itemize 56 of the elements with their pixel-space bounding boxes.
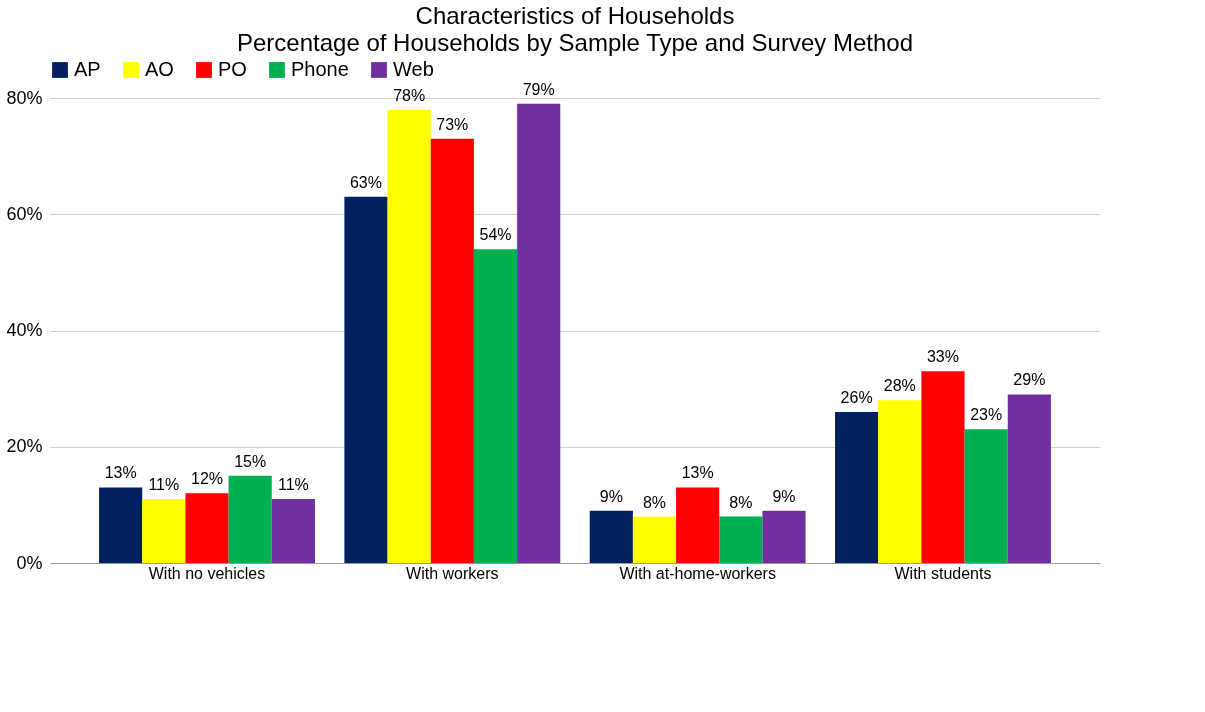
y-tick-label: 0% [16, 552, 43, 573]
chart-subtitle: Percentage of Households by Sample Type and Survey Method [237, 29, 913, 56]
bar [473, 249, 518, 563]
bar [99, 487, 143, 563]
legend-label: AP [74, 58, 101, 80]
chart-title: Characteristics of Households [415, 2, 735, 29]
text: 73% [436, 115, 469, 133]
bar [387, 109, 431, 563]
text: 9% [772, 487, 796, 505]
text: 12% [190, 470, 224, 488]
bar [835, 411, 879, 563]
y-tick-label: 80% [6, 87, 43, 108]
text: 9% [599, 487, 623, 505]
bar [344, 196, 388, 563]
y-tick-label: 60% [6, 203, 43, 224]
text: 11% [148, 476, 180, 494]
bar [271, 499, 315, 563]
bar [185, 493, 229, 563]
x-tick-label: With no vehicles [148, 564, 266, 582]
bar [676, 487, 720, 563]
bar [921, 371, 965, 563]
legend-label: Phone [291, 58, 349, 80]
text: 54% [479, 226, 512, 244]
bar [228, 475, 272, 563]
text: 23% [970, 406, 1003, 424]
text: 78% [393, 86, 426, 104]
text: 11% [277, 476, 309, 494]
bar [430, 138, 474, 563]
x-tick-label: With at-home-workers [619, 564, 776, 582]
text: 13% [681, 464, 714, 482]
x-tick-label: With workers [406, 564, 499, 582]
text: 63% [349, 173, 382, 191]
text: 79% [522, 80, 555, 98]
text: 26% [840, 388, 873, 406]
bar [762, 510, 806, 563]
bar [517, 103, 561, 563]
text: 8% [729, 493, 753, 511]
bar [589, 510, 633, 563]
bar [964, 429, 1008, 563]
legend-label: AO [145, 58, 174, 80]
legend-label: PO [218, 58, 247, 80]
text: 15% [234, 452, 267, 470]
bar [878, 400, 922, 563]
legend-label: Web [393, 58, 434, 80]
bar [1007, 394, 1051, 563]
bar [142, 499, 186, 563]
y-tick-label: 40% [6, 320, 43, 340]
text: 29% [1013, 371, 1046, 389]
bar [719, 516, 763, 563]
text: 33% [926, 348, 960, 366]
y-tick-label: 20% [6, 436, 43, 457]
bar [632, 516, 677, 563]
text: 8% [642, 493, 667, 511]
x-tick-label: With students [894, 564, 992, 582]
text: 28% [883, 377, 916, 395]
text: 13% [104, 464, 137, 482]
